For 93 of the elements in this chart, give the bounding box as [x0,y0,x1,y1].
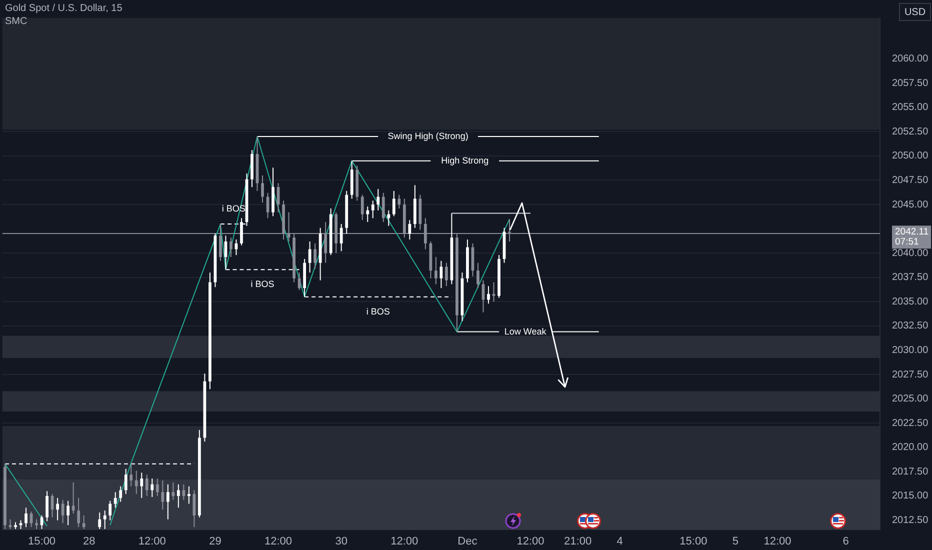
y-tick-label: 2045.00 [892,199,929,210]
candlestick [176,484,180,508]
candlestick [172,482,175,500]
candlestick [376,188,380,211]
y-tick-label: 2025.00 [892,394,929,405]
x-tick-label: 6 [842,536,849,548]
candlestick [82,514,86,530]
candlestick [8,518,12,530]
candlestick [440,260,443,289]
x-tick-label: 4 [616,536,623,548]
candlestick [387,210,390,226]
candlestick [487,286,490,304]
candlestick [434,256,438,285]
y-tick-label: 2012.50 [892,515,929,526]
candlestick [66,500,70,526]
text: 07:51 [895,236,919,248]
series-label: Swing High (Strong) [388,131,468,142]
candlestick [61,499,64,524]
candlestick [398,194,401,209]
y-axis-title: USD [904,6,926,18]
candlestick [360,194,364,221]
x-tick-label: 12:00 [764,536,792,548]
candlestick [382,192,385,223]
candlestick [476,262,480,289]
candlestick [98,512,102,530]
x-tick-label: 29 [209,536,222,548]
y-tick-label: 2037.50 [892,272,929,284]
candlestick [108,500,112,521]
candlestick [24,507,28,528]
candlestick [392,190,396,217]
y-tick-label: 2057.50 [892,78,929,89]
series-label: i BOS [366,306,390,316]
candlestick [35,518,38,530]
candlestick [308,240,312,274]
x-tick-label: 28 [82,536,96,548]
x-tick-label: 30 [335,536,348,548]
y-tick-label: 2052.50 [892,126,929,138]
candlestick [314,242,317,270]
y-tick-label: 2060.00 [892,54,929,65]
candlestick [366,206,370,223]
y-tick-label: 2030.00 [892,345,929,356]
candlestick [187,486,190,504]
candlestick [150,478,154,498]
chart-title: Gold Spot / U.S. Dollar, 15 [5,2,123,14]
y-tick-label: 2040.00 [892,248,929,259]
candlestick [408,220,412,240]
x-tick-label: 5 [732,536,739,548]
y-tick-label: 2017.50 [892,466,929,478]
candlestick [103,510,106,530]
candlestick [192,490,196,528]
y-tick-label: 2050.00 [892,150,929,162]
candlestick [156,478,159,496]
candlestick [56,497,59,521]
y-tick-label: 2020.00 [892,442,929,454]
candlestick [114,492,117,508]
candlestick [161,480,164,510]
y-tick-label: 2022.50 [892,418,929,429]
candlestick [230,237,232,258]
candlestick [182,484,186,500]
y-tick-label: 2035.00 [892,296,929,308]
x-tick-label: 15:00 [680,536,708,548]
candlestick [492,282,496,302]
candlestick [371,200,374,219]
series-label: High Strong [441,155,489,166]
candlestick [124,468,128,495]
y-tick-label: 2027.50 [892,369,929,380]
series-label: i BOS [250,279,274,290]
x-tick-label: 12:00 [138,536,166,548]
candlestick [72,482,75,514]
candlestick [444,262,448,287]
y-tick-label: 2032.50 [892,320,929,332]
candlestick [119,486,122,502]
ref-line-label: 2042.11 [895,226,929,238]
y-tick-label: 2015.00 [892,490,929,502]
x-tick-label: 12:00 [390,536,418,548]
candlestick [261,174,264,204]
x-tick-label: 12:00 [516,536,544,548]
candlestick [77,497,80,528]
x-tick-label: 15:00 [28,536,56,548]
candlestick [46,490,48,522]
candlestick [134,470,138,495]
series-label: Low Weak [504,326,547,336]
x-tick-label: Dec [458,536,478,548]
candlestick [340,223,343,252]
chart-subtitle: SMC [5,16,28,27]
x-tick-label: 12:00 [264,536,292,548]
candlestick [130,462,133,487]
y-tick-label: 2047.50 [892,174,929,186]
candlestick [145,474,148,496]
candlestick [166,484,170,520]
candlestick [140,472,144,498]
x-tick-label: 21:00 [564,536,592,548]
y-tick-label: 2055.00 [892,102,929,114]
